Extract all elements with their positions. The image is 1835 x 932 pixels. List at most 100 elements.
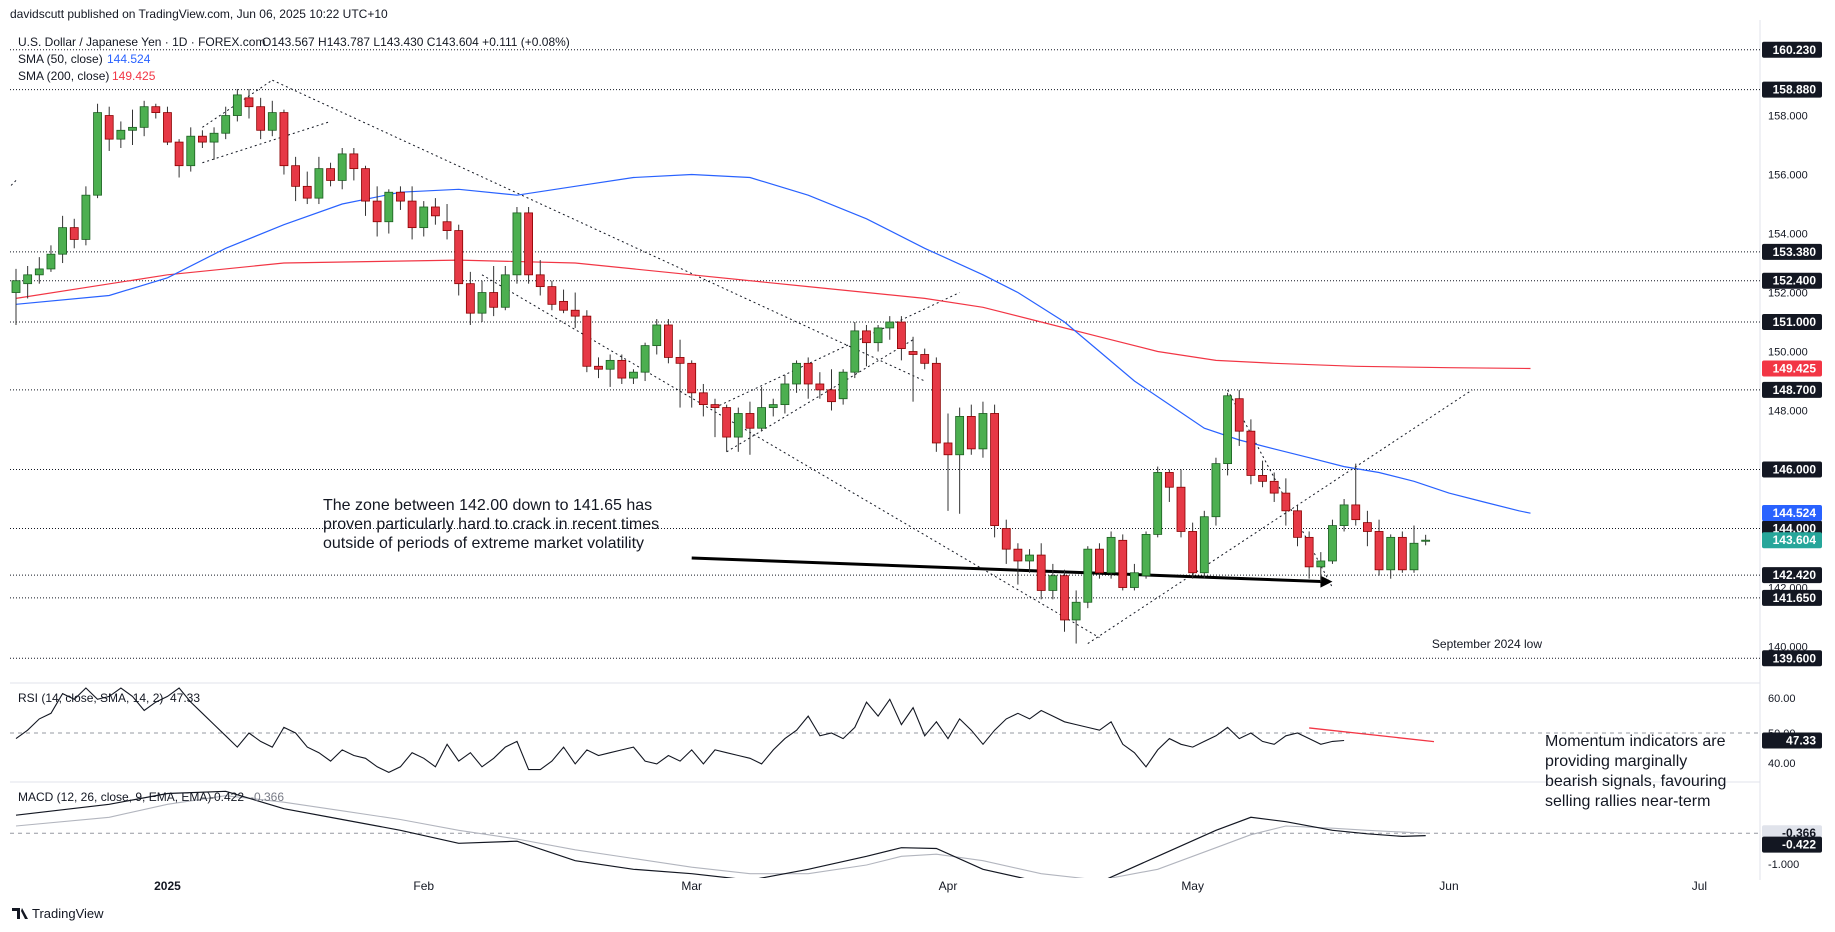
candle bbox=[163, 106, 172, 146]
level-tag-148.700-bg bbox=[1762, 381, 1822, 398]
candle-body bbox=[873, 327, 883, 344]
candle-body bbox=[535, 274, 545, 288]
candle bbox=[897, 316, 906, 361]
candle-body bbox=[1025, 554, 1034, 562]
macd-legend[interactable]: MACD (12, 26, close, 9, EMA, EMA) bbox=[18, 790, 211, 804]
candle bbox=[174, 139, 184, 178]
candle-body bbox=[81, 194, 91, 240]
level-tag-158.880-text: 158.880 bbox=[1773, 83, 1817, 97]
price-tag-144.524-bg bbox=[1762, 505, 1822, 522]
level-tag-153.380: 153.380 bbox=[1762, 243, 1822, 260]
x-tick-Apr: Apr bbox=[939, 879, 958, 893]
candle bbox=[244, 88, 254, 119]
candle-body bbox=[1199, 516, 1209, 574]
candle bbox=[1013, 543, 1023, 585]
price-tick: 150.000 bbox=[1768, 347, 1808, 359]
candle-body bbox=[11, 280, 21, 293]
candle-body bbox=[815, 383, 825, 391]
rsi-bearish-divergence-line bbox=[1309, 727, 1435, 743]
candle-body bbox=[454, 230, 464, 285]
candle-body bbox=[1095, 548, 1104, 574]
sma50-legend[interactable]: SMA (50, close) bbox=[18, 52, 103, 66]
level-tag-141.650: 141.650 bbox=[1762, 589, 1822, 606]
candle bbox=[1211, 457, 1221, 526]
candle-body bbox=[1188, 531, 1198, 574]
candle bbox=[1339, 499, 1349, 532]
sma50-legend-value: 144.524 bbox=[107, 52, 151, 66]
candle-body bbox=[372, 200, 382, 223]
candle-body bbox=[722, 407, 732, 438]
candle bbox=[757, 386, 766, 432]
candle-body bbox=[1397, 536, 1407, 571]
candle-body bbox=[291, 165, 301, 187]
price-tick: 156.000 bbox=[1768, 170, 1808, 182]
rsi-tick-40: 40.00 bbox=[1768, 758, 1796, 770]
candle bbox=[419, 201, 429, 237]
rsi-legend[interactable]: RSI (14, close, SMA, 14, 2) bbox=[18, 691, 163, 705]
price-tag-143.604-bg bbox=[1762, 532, 1822, 549]
sma200-legend[interactable]: SMA (200, close) bbox=[18, 69, 109, 83]
candle-body bbox=[267, 112, 277, 131]
x-tick-Jul: Jul bbox=[1692, 879, 1707, 893]
candle-body bbox=[1386, 536, 1396, 571]
candle bbox=[768, 398, 778, 417]
candle-body bbox=[23, 274, 33, 285]
candle-body bbox=[302, 185, 312, 199]
trendline-2 bbox=[202, 79, 273, 128]
candle bbox=[745, 401, 755, 455]
candle bbox=[1316, 552, 1326, 582]
candle-body bbox=[361, 168, 370, 202]
candle bbox=[454, 224, 464, 296]
zone-note-line-1: The zone between 142.00 down to 141.65 h… bbox=[323, 497, 652, 514]
candle-body bbox=[232, 94, 242, 116]
symbol-line[interactable]: U.S. Dollar / Japanese Yen · 1D · FOREX.… bbox=[18, 35, 265, 49]
candle bbox=[151, 103, 161, 119]
candle-body bbox=[116, 129, 126, 140]
candle bbox=[535, 260, 545, 296]
trendline-6 bbox=[714, 292, 960, 409]
candle-body bbox=[442, 221, 452, 231]
candle-body bbox=[1106, 536, 1116, 574]
candle-body bbox=[943, 442, 953, 456]
candle bbox=[1071, 590, 1081, 644]
candle-body bbox=[46, 253, 56, 270]
level-tag-139.600-bg bbox=[1762, 650, 1822, 667]
candle bbox=[1421, 534, 1431, 546]
candle-body bbox=[430, 206, 440, 217]
candle-body bbox=[151, 106, 161, 113]
trendline-8 bbox=[1227, 389, 1333, 588]
candle bbox=[652, 319, 662, 355]
candle-body bbox=[279, 112, 289, 167]
candle-body bbox=[1363, 522, 1372, 532]
candle-body bbox=[69, 227, 79, 240]
candle-body bbox=[733, 413, 743, 438]
rsi-tick-60: 60.00 bbox=[1768, 693, 1796, 705]
candle bbox=[209, 127, 219, 160]
candle bbox=[931, 357, 941, 452]
candle bbox=[955, 407, 965, 514]
rsi-tick-50: 50.00 bbox=[1768, 728, 1796, 740]
sma200-legend-value: 149.425 bbox=[112, 69, 156, 83]
candle-body bbox=[1258, 475, 1267, 482]
candle-body bbox=[1281, 492, 1291, 512]
candle-body bbox=[1130, 572, 1139, 588]
candle-body bbox=[862, 330, 871, 344]
candle bbox=[186, 127, 196, 172]
candle-body bbox=[244, 97, 254, 108]
level-tag-139.600: 139.600 bbox=[1762, 650, 1822, 667]
sma200-line bbox=[15, 259, 1531, 370]
candle bbox=[827, 369, 836, 411]
ohlc-values: O143.567 H143.787 L143.430 C143.604 +0.1… bbox=[262, 35, 570, 49]
candle-body bbox=[1141, 534, 1151, 577]
candle bbox=[698, 383, 708, 417]
candle bbox=[197, 130, 207, 148]
x-tick-2025: 2025 bbox=[154, 879, 181, 893]
candle bbox=[710, 398, 720, 438]
candle-body bbox=[489, 292, 499, 308]
candle-body bbox=[396, 191, 405, 202]
candle bbox=[1397, 531, 1407, 573]
candle bbox=[605, 354, 615, 387]
x-tick-Mar: Mar bbox=[681, 879, 702, 893]
level-tag-141.650-bg bbox=[1762, 589, 1822, 606]
candle bbox=[1118, 534, 1128, 591]
